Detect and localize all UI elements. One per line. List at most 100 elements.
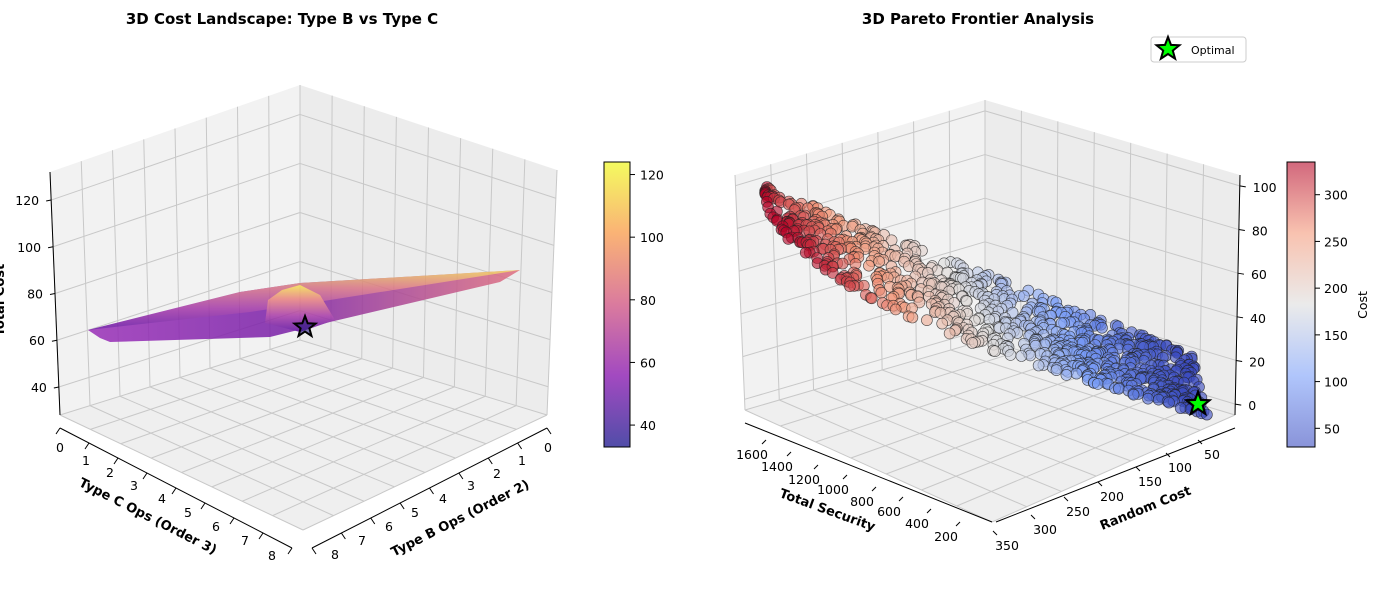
x-tick-label: 5 — [411, 505, 419, 520]
y-tick-label: 4 — [158, 491, 166, 506]
y-tick-label: 100 — [1168, 460, 1192, 475]
surface-bump — [265, 285, 335, 332]
left-title: 3D Cost Landscape: Type B vs Type C — [126, 10, 438, 28]
z-tick — [1237, 272, 1245, 275]
scatter-point — [1060, 369, 1073, 381]
left-plot: 3D Cost Landscape: Type B vs Type C 4060… — [0, 10, 664, 563]
y-tick — [1197, 439, 1203, 445]
gridline — [735, 110, 986, 187]
x-tick-label: 4 — [439, 491, 447, 506]
colorbar-tick-label: 120 — [640, 168, 664, 183]
z-tick — [1236, 359, 1243, 362]
gridline — [885, 382, 1129, 475]
y-tick — [287, 547, 293, 555]
y-tick-label: 2 — [106, 465, 114, 480]
right-wall-pane — [300, 85, 557, 415]
y-tick-label: 200 — [1100, 489, 1124, 504]
scatter-point — [921, 314, 933, 327]
x-tick — [786, 451, 792, 457]
colorbar-tick-label: 80 — [640, 293, 656, 308]
y-tick-label: 1 — [82, 453, 90, 468]
x-tick-label: 1400 — [761, 459, 793, 474]
right-title: 3D Pareto Frontier Analysis — [862, 10, 1094, 28]
colorbar-tick-label: 60 — [640, 355, 656, 370]
z-tick-label: 100 — [17, 240, 41, 255]
gridline — [850, 371, 1093, 459]
x-tick-label: 2 — [493, 466, 501, 481]
x-tick-label: 1000 — [817, 482, 849, 497]
z-tick-label: 20 — [1249, 354, 1265, 369]
y-tick-label: 6 — [212, 519, 220, 534]
z-tick — [49, 293, 56, 295]
scatter-point — [875, 286, 888, 299]
x-tick-label: 200 — [934, 529, 958, 544]
gridline — [744, 328, 986, 400]
y-tick — [55, 427, 61, 435]
x-tick — [871, 486, 877, 492]
gridline — [984, 154, 1240, 231]
gridline — [984, 241, 1238, 318]
gridline — [1198, 164, 1205, 405]
gridline — [881, 369, 1132, 462]
y-tick — [113, 457, 119, 465]
y-tick — [171, 487, 177, 495]
gridline — [984, 197, 1239, 274]
z-tick-label: 60 — [1251, 267, 1267, 282]
z-tick-label: 60 — [29, 333, 45, 348]
floor-pane — [60, 340, 547, 530]
x-tick — [370, 517, 376, 525]
gridline — [805, 153, 815, 391]
colorbar-tick-label: 50 — [1324, 421, 1340, 436]
gridline — [984, 110, 1240, 187]
gridline — [119, 395, 365, 502]
gridline — [242, 395, 486, 502]
scatter-point — [1142, 392, 1154, 405]
gridline — [815, 360, 1057, 443]
colorbar-label: Cost — [1355, 291, 1370, 319]
y-tick-label: 50 — [1204, 447, 1220, 462]
gridline — [734, 174, 746, 411]
x-tick — [761, 439, 767, 445]
right-colorbar: 50 100 150 200 250 300 Cost — [1286, 161, 1370, 448]
x-tick — [429, 487, 434, 495]
right-plot: 3D Pareto Frontier Analysis 0 20 40 60 80 100… — [734, 10, 1370, 553]
legend[interactable]: Optimal — [1150, 34, 1247, 63]
x-tick — [898, 496, 904, 502]
z-axis-line — [1234, 174, 1241, 416]
scatter-points — [759, 181, 1213, 421]
scatter-point — [782, 233, 795, 245]
y-tick — [992, 530, 998, 536]
gridline — [916, 359, 1166, 447]
z-tick-label: 80 — [1252, 224, 1268, 239]
scatter-point — [1127, 388, 1140, 401]
scatter-point — [826, 267, 839, 279]
gridline — [813, 389, 1062, 492]
gridline — [179, 377, 426, 473]
colorbar-tick-label: 100 — [1324, 375, 1348, 390]
z-tick-label: 40 — [1250, 311, 1266, 326]
x-tick — [842, 474, 848, 480]
x-tick-label: 1200 — [788, 472, 820, 487]
z-tick — [47, 246, 54, 249]
x-tick — [399, 502, 405, 510]
y-tick-label: 150 — [1138, 474, 1162, 489]
scatter-point — [799, 246, 812, 259]
x-tick-label: 8 — [331, 547, 339, 562]
x-tick-label: 400 — [905, 516, 929, 531]
scatter-point — [1032, 359, 1045, 372]
z-tick — [1236, 316, 1244, 319]
colorbar-tick-label: 100 — [640, 230, 664, 245]
gridline — [299, 113, 557, 199]
colorbar-tick-label: 300 — [1324, 188, 1348, 203]
z-tick — [51, 339, 58, 342]
scatter-point — [836, 257, 849, 270]
x-tick-label: 7 — [358, 533, 366, 548]
x-tick — [546, 427, 552, 435]
z-tick-label: 120 — [15, 193, 39, 208]
gridline — [780, 350, 1021, 427]
gridline — [89, 405, 334, 517]
z-tick-label: 0 — [1248, 398, 1256, 413]
y-tick — [200, 502, 206, 510]
